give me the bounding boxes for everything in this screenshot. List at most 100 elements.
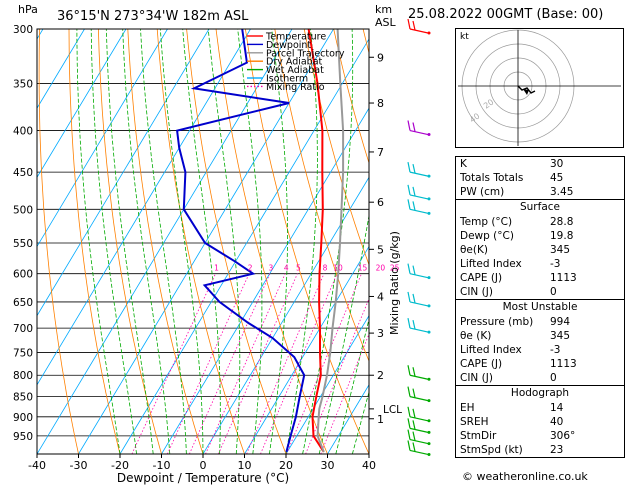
most-unstable-title: Most Unstable bbox=[502, 301, 578, 313]
stmdir-row: StmDir 306° bbox=[456, 429, 624, 443]
mu-li-row: Lifted Index -3 bbox=[456, 343, 624, 357]
pw-row: PW (cm) 3.45 bbox=[456, 185, 624, 199]
wind-barb-flag bbox=[407, 199, 411, 210]
height-tick-label: 3 bbox=[377, 327, 384, 340]
wind-barb-dot bbox=[427, 304, 431, 308]
wet-adiabat bbox=[182, 29, 221, 454]
wind-barb-flag bbox=[407, 365, 411, 376]
mu-cape-label: CAPE (J) bbox=[460, 358, 503, 370]
wet-adiabat bbox=[122, 29, 171, 454]
wet-adiabat bbox=[140, 29, 187, 454]
wind-barb-flag bbox=[407, 386, 411, 397]
surface-title: Surface bbox=[519, 201, 560, 213]
wind-barb-flag bbox=[412, 293, 416, 304]
isotherm-line bbox=[78, 29, 334, 454]
pressure-tick-label: 850 bbox=[13, 392, 33, 404]
x-tick-label: 40 bbox=[362, 459, 376, 472]
hodograph-title: Hodograph bbox=[510, 387, 570, 399]
isotherm-line bbox=[37, 29, 127, 179]
wind-barb bbox=[409, 208, 429, 214]
sfc-temp-value: 28.8 bbox=[550, 216, 574, 228]
skewt-chart: 3003504004505005506006507007508008509009… bbox=[13, 3, 455, 485]
wind-barb bbox=[409, 427, 429, 433]
mixing-ratio-label: 4 bbox=[284, 264, 289, 273]
dry-adiabat bbox=[422, 29, 455, 454]
wind-barb-dot bbox=[427, 452, 431, 456]
x-tick-label: -40 bbox=[28, 459, 46, 472]
pressure-tick-label: 450 bbox=[13, 167, 33, 179]
legend-label: Wet Adiabat bbox=[266, 65, 324, 76]
wet-adiabat bbox=[90, 29, 137, 454]
mu-pressure-value: 994 bbox=[550, 316, 571, 328]
sfc-li-value: -3 bbox=[550, 258, 561, 270]
wind-barb-flag bbox=[412, 319, 416, 330]
wind-barb-flag bbox=[407, 120, 411, 131]
mu-cin-row: CIN (J) 0 bbox=[456, 371, 624, 385]
dry-adiabat bbox=[215, 29, 328, 454]
mixing-ratio-label: 5 bbox=[296, 264, 301, 273]
pw-value: 3.45 bbox=[550, 186, 574, 198]
sfc-cape-label: CAPE (J) bbox=[460, 272, 503, 284]
wind-barb-dot bbox=[427, 377, 431, 381]
wind-barb-flag bbox=[407, 317, 411, 329]
sfc-cin-label: CIN (J) bbox=[460, 286, 493, 298]
wind-barb-flag bbox=[412, 442, 416, 452]
wet-adiabat bbox=[285, 29, 318, 454]
wind-barb-flag bbox=[412, 186, 416, 197]
most-unstable-section: Most Unstable Pressure (mb) 994 θe (K) 345… bbox=[456, 299, 624, 385]
sfc-dewp-value: 19.8 bbox=[550, 230, 574, 242]
lcl-label: LCL bbox=[383, 404, 402, 416]
hodograph-trace bbox=[517, 85, 536, 94]
k-index-row: K 30 bbox=[456, 157, 624, 171]
wind-barb-dot bbox=[427, 133, 431, 137]
mixing-ratio-label: 25 bbox=[390, 264, 400, 273]
x-tick-label: 30 bbox=[321, 459, 335, 472]
isotherm-line bbox=[37, 29, 293, 454]
wind-barb bbox=[409, 171, 429, 177]
isotherm-line bbox=[368, 453, 369, 454]
pw-label: PW (cm) bbox=[460, 186, 505, 198]
dry-adiabat bbox=[156, 29, 245, 454]
wind-barb bbox=[409, 439, 429, 445]
sfc-cin-value: 0 bbox=[550, 286, 557, 298]
sfc-thetae-row: θe(K) 345 bbox=[456, 243, 624, 257]
sfc-dewp-row: Dewp (°C) 19.8 bbox=[456, 229, 624, 243]
mu-li-value: -3 bbox=[550, 344, 561, 356]
wind-barb-flag bbox=[407, 429, 411, 440]
wind-barb bbox=[409, 129, 429, 136]
mixing-ratio-label: 15 bbox=[358, 264, 368, 273]
wet-adiabat bbox=[302, 29, 354, 454]
copyright: © weatheronline.co.uk bbox=[462, 470, 588, 483]
mixing-ratio-line bbox=[286, 273, 362, 454]
wind-barb-flag bbox=[412, 122, 416, 132]
wind-barb-flag bbox=[412, 201, 416, 211]
location-title: 36°15'N 273°34'W 182m ASL bbox=[57, 9, 249, 24]
eh-value: 14 bbox=[550, 402, 564, 414]
wind-barb-dot bbox=[427, 430, 431, 434]
sfc-li-row: Lifted Index -3 bbox=[456, 257, 624, 271]
isotherm-line bbox=[37, 29, 168, 248]
eh-row: EH 14 bbox=[456, 401, 624, 415]
legend-label: Temperature bbox=[265, 32, 326, 43]
sfc-cin-row: CIN (J) 0 bbox=[456, 285, 624, 299]
mixing-ratio-axis-label: Mixing Ratio (g/kg) bbox=[388, 231, 401, 335]
mu-cin-value: 0 bbox=[550, 372, 557, 384]
x-tick-label: 0 bbox=[200, 459, 207, 472]
wind-barb bbox=[409, 273, 429, 279]
wind-barb bbox=[409, 327, 429, 333]
mixing-ratio-label: 2 bbox=[248, 264, 253, 273]
mixing-ratio-line bbox=[260, 273, 338, 454]
wind-barb-flag bbox=[412, 408, 416, 418]
indices-panel: K 30 Totals Totals 45 PW (cm) 3.45 Surface … bbox=[455, 156, 625, 458]
pressure-tick-label: 750 bbox=[13, 347, 33, 359]
sfc-dewp-label: Dewp (°C) bbox=[460, 230, 514, 242]
isotherm-line bbox=[285, 314, 369, 454]
wet-adiabat bbox=[269, 29, 288, 454]
mixing-ratio-label: 10 bbox=[333, 264, 343, 273]
legend-label: Isotherm bbox=[266, 74, 308, 85]
height-unit-asl: ASL bbox=[375, 16, 397, 29]
wind-barb-dot bbox=[427, 276, 431, 280]
dry-adiabat bbox=[38, 29, 79, 454]
totals-label: Totals Totals bbox=[460, 172, 524, 184]
